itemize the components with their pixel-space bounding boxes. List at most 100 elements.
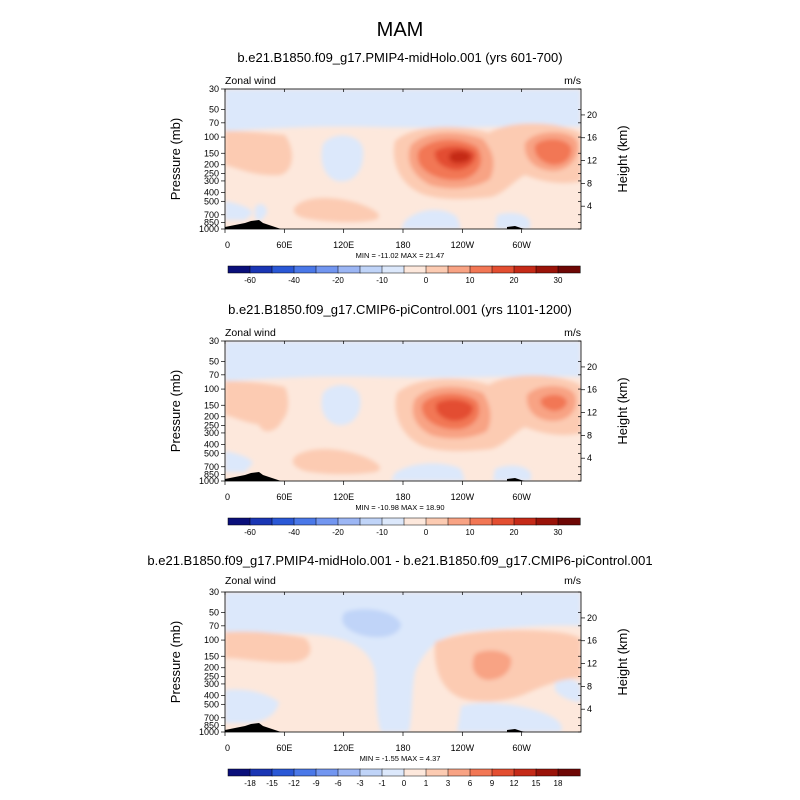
colorbar-swatch [249,768,273,777]
colorbar-label: 0 [424,276,429,285]
y-tick-label: 250 [204,672,219,682]
y-tick-label: 30 [209,587,219,597]
colorbar-swatch [271,265,295,274]
y2-tick-label: 16 [587,133,597,143]
y2-tick-label: 20 [587,110,597,120]
y2-tick-label: 4 [587,201,592,211]
colorbar-label: -1 [378,779,386,788]
panel-difference: b.e21.B1850.f09_g17.PMIP4-midHolo.001 - … [147,553,652,788]
y-tick-label: 30 [209,84,219,94]
right-string: m/s [564,75,581,87]
x-tick-label: 0 [225,492,230,502]
y2-tick-label: 16 [587,385,597,395]
x-tick-label: 60E [276,492,292,502]
colorbar-label: -40 [288,528,300,537]
y2-tick-label: 20 [587,362,597,372]
y-tick-label: 100 [204,635,219,645]
x-tick-label: 120W [451,492,475,502]
contour-field [225,592,581,732]
colorbar-label: 20 [510,528,519,537]
colorbar-swatch [425,517,449,526]
colorbar-swatch [337,768,361,777]
colorbar-swatch [249,265,273,274]
colorbar-label: -15 [266,779,278,788]
colorbar-label: -10 [376,528,388,537]
colorbar-swatch [447,768,471,777]
left-string: Zonal wind [225,75,276,87]
y2-tick-label: 8 [587,430,592,440]
colorbar-swatch [535,265,559,274]
colorbar-label: 15 [532,779,541,788]
colorbar-swatch [513,517,537,526]
y-tick-label: 1000 [199,727,219,737]
y-tick-label: 1000 [199,476,219,486]
colorbar-swatch [425,768,449,777]
colorbar-swatch [513,265,537,274]
y-axis-label: Pressure (mb) [168,621,183,703]
y2-tick-label: 16 [587,636,597,646]
colorbar-label: -3 [356,779,364,788]
panel-title: b.e21.B1850.f09_g17.PMIP4-midHolo.001 (y… [237,50,562,65]
y-tick-label: 30 [209,336,219,346]
y-tick-label: 850 [204,218,219,228]
panel-title: b.e21.B1850.f09_g17.CMIP6-piControl.001 … [228,302,572,317]
min-max-text: MIN = -1.55 MAX = 4.37 [360,754,441,763]
colorbar-swatch [337,517,361,526]
colorbar-swatch [381,265,405,274]
colorbar-swatch [403,768,427,777]
colorbar-swatch [337,265,361,274]
x-tick-label: 0 [225,240,230,250]
colorbar-label: 6 [468,779,473,788]
x-tick-label: 120W [451,240,475,250]
x-tick-label: 180 [395,743,410,753]
colorbar: -60 -40 -20 -10 0 10 20 30 [227,517,581,537]
y2-tick-label: 12 [587,156,597,166]
y-tick-label: 500 [204,196,219,206]
panel-midholo: b.e21.B1850.f09_g17.PMIP4-midHolo.001 (y… [168,50,630,285]
y-tick-label: 70 [209,118,219,128]
y-tick-label: 300 [204,176,219,186]
contour-fills [225,592,581,732]
colorbar-label: -20 [332,528,344,537]
y2-tick-label: 20 [587,613,597,623]
axes: 3050701001502002503004005007008501000481… [168,84,630,250]
y-tick-label: 50 [209,356,219,366]
y-tick-label: 50 [209,104,219,114]
colorbar-swatch [491,265,515,274]
y2-tick-label: 12 [587,659,597,669]
y-tick-label: 850 [204,721,219,731]
colorbar-swatch [359,265,383,274]
x-tick-label: 60W [512,240,531,250]
x-tick-label: 60W [512,743,531,753]
colorbar-swatch [403,517,427,526]
colorbar-label: -6 [334,779,342,788]
colorbar-label: 30 [554,528,563,537]
y-tick-label: 500 [204,448,219,458]
colorbar-swatch [227,768,251,777]
left-string: Zonal wind [225,575,276,587]
colorbar-swatch [293,265,317,274]
left-string: Zonal wind [225,327,276,339]
colorbar-swatch [403,265,427,274]
contour-field [225,341,581,481]
contour-fills [225,341,581,481]
y-tick-label: 400 [204,690,219,700]
y-tick-label: 400 [204,187,219,197]
right-string: m/s [564,327,581,339]
colorbar-label: -60 [244,528,256,537]
y2-axis-label: Height (km) [615,628,630,695]
colorbar-swatch [293,768,317,777]
colorbar: -60 -40 -20 -10 0 10 20 30 [227,265,581,285]
y-tick-label: 150 [204,400,219,410]
y-tick-label: 150 [204,651,219,661]
colorbar-label: -12 [288,779,300,788]
x-tick-label: 180 [395,240,410,250]
x-tick-label: 60E [276,743,292,753]
y-tick-label: 100 [204,384,219,394]
y-tick-label: 700 [204,713,219,723]
colorbar-swatch [535,517,559,526]
colorbar-swatch [491,517,515,526]
colorbar-label: 3 [446,779,451,788]
x-tick-label: 180 [395,492,410,502]
